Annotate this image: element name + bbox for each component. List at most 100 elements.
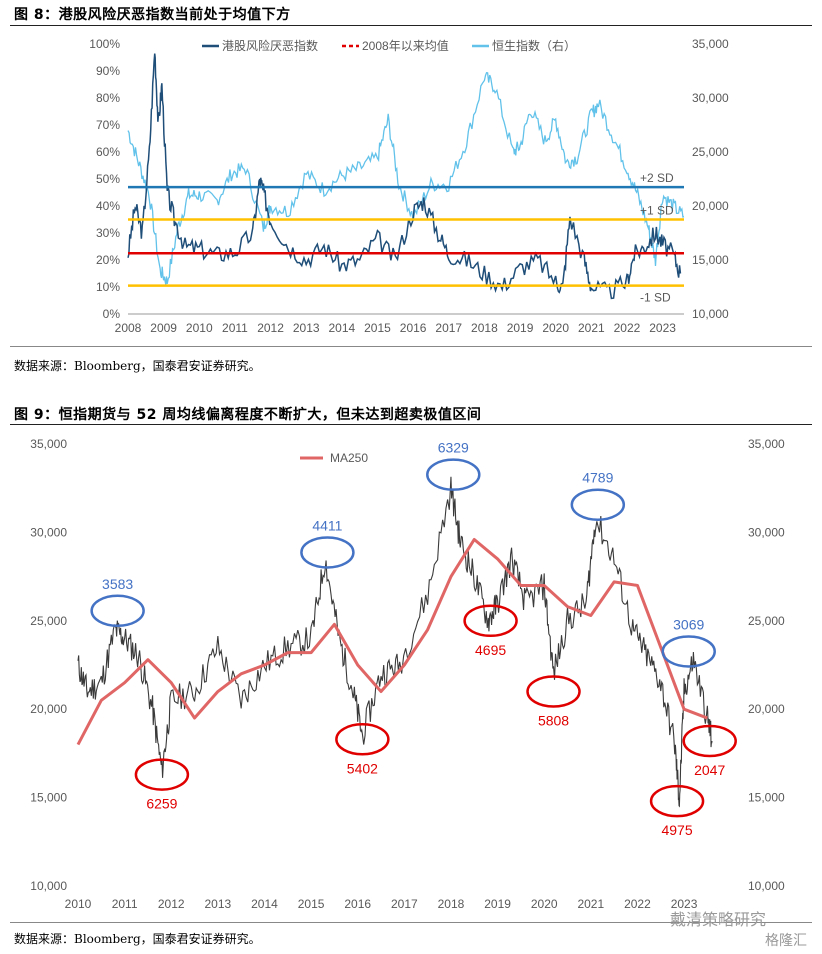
divider	[10, 25, 812, 26]
trough-circle	[526, 675, 581, 708]
divider	[10, 922, 812, 923]
risk-aversion-chart: 0% 10% 20% 30% 40% 50% 60% 70% 80% 90% 100% 10,000 1…	[89, 37, 729, 335]
annotation-label: 5808	[538, 713, 569, 729]
y-left-tick-label: 100%	[89, 37, 120, 51]
annotation-label: 3069	[673, 616, 704, 632]
y-right-tick-label: 35,000	[748, 437, 785, 451]
y-right-tick-label: 25,000	[692, 145, 729, 159]
x-tick-label: 2012	[158, 897, 185, 911]
y-right-tick-label: 15,000	[692, 253, 729, 267]
annotation-label: 4411	[312, 517, 342, 533]
y-left-tick-label: 35,000	[30, 437, 67, 451]
wechat-watermark: 戴清策略研究	[670, 910, 767, 929]
risk-aversion-series-line	[127, 53, 682, 300]
annotation-label: 6259	[146, 796, 177, 812]
x-tick-label: 2019	[507, 321, 534, 335]
annotation-label: 4975	[661, 822, 692, 838]
y-right-tick-label: 20,000	[748, 702, 785, 716]
x-tick-label: 2020	[542, 321, 569, 335]
logo-watermark: 格隆汇	[765, 933, 807, 949]
x-tick-label: 2018	[471, 321, 498, 335]
peak-circle	[300, 536, 355, 569]
peak-circle	[570, 488, 626, 521]
x-tick-label: 2017	[435, 321, 462, 335]
x-tick-label: 2010	[65, 897, 92, 911]
trough-circle	[335, 723, 390, 756]
y-left-tick-label: 20,000	[30, 702, 67, 716]
x-tick-label: 2023	[671, 897, 698, 911]
x-tick-label: 2022	[614, 321, 641, 335]
x-tick-label: 2012	[257, 321, 284, 335]
hsi-futures-chart: 10,000 10,000 15,000 15,000 20,000 20,000 25,0…	[30, 437, 785, 911]
x-tick-label: 2019	[484, 897, 511, 911]
x-tick-label: 2013	[205, 897, 232, 911]
x-tick-label: 2022	[624, 897, 651, 911]
x-tick-label: 2016	[400, 321, 427, 335]
x-tick-label: 2010	[186, 321, 213, 335]
legend-label: MA250	[330, 451, 368, 465]
x-tick-label: 2021	[578, 321, 605, 335]
y-right-tick-label: 15,000	[748, 791, 785, 805]
y-right-tick-label: 30,000	[748, 525, 785, 539]
y-left-tick-label: 0%	[103, 307, 121, 321]
peak-circle	[426, 458, 481, 491]
x-tick-label: 2014	[328, 321, 355, 335]
y-right-tick-label: 20,000	[692, 199, 729, 213]
annotation-label: 4789	[582, 470, 613, 486]
peak-circle	[90, 594, 145, 628]
y-left-tick-label: 40%	[96, 199, 120, 213]
x-tick-label: 2009	[150, 321, 177, 335]
x-tick-label: 2015	[298, 897, 325, 911]
y-left-tick-label: 80%	[96, 91, 120, 105]
y-left-tick-label: 25,000	[30, 614, 67, 628]
y-right-tick-label: 10,000	[692, 307, 729, 321]
figure-8-title: 图 8：港股风险厌恶指数当前处于均值下方	[14, 7, 291, 23]
y-right-tick-label: 30,000	[692, 91, 729, 105]
divider	[10, 346, 812, 347]
x-tick-label: 2013	[293, 321, 320, 335]
x-tick-label: 2017	[391, 897, 418, 911]
figure-9-title: 图 9：恒指期货与 52 周均线偏离程度不断扩大，但未达到超卖极值区间	[14, 407, 482, 423]
legend-label: 港股风险厌恶指数	[222, 38, 318, 53]
y-right-tick-label: 25,000	[748, 614, 785, 628]
y-left-tick-label: 60%	[96, 145, 120, 159]
trough-circle	[649, 784, 705, 818]
x-tick-label: 2016	[344, 897, 371, 911]
trough-circle	[463, 604, 518, 638]
y-left-tick-label: 90%	[96, 64, 120, 78]
annotation-label: 4695	[475, 642, 506, 658]
x-tick-label: 2008	[115, 321, 142, 335]
annotation-label: 5402	[347, 760, 378, 776]
x-tick-label: 2011	[222, 321, 248, 335]
y-right-tick-label: 35,000	[692, 37, 729, 51]
x-tick-label: 2018	[438, 897, 465, 911]
y-left-tick-label: 10%	[96, 280, 120, 294]
reference-line-label: +1 SD	[640, 204, 674, 218]
y-left-tick-label: 10,000	[30, 879, 67, 893]
y-left-tick-label: 30,000	[30, 525, 67, 539]
figure-9-source: 数据来源：Bloomberg，国泰君安证券研究。	[14, 932, 261, 946]
y-left-tick-label: 20%	[96, 253, 120, 267]
peak-circle	[661, 635, 716, 668]
y-left-tick-label: 70%	[96, 118, 120, 132]
figure-8-source: 数据来源：Bloomberg，国泰君安证券研究。	[14, 359, 261, 373]
ma250-series-line	[76, 537, 708, 746]
annotation-label: 3583	[102, 576, 133, 592]
x-tick-label: 2011	[112, 897, 138, 911]
annotation-label: 6329	[438, 440, 469, 456]
reference-line-label: -1 SD	[640, 291, 671, 305]
divider	[10, 424, 812, 425]
x-tick-label: 2014	[251, 897, 278, 911]
y-left-tick-label: 30%	[96, 226, 120, 240]
trough-circle	[134, 758, 190, 791]
trough-circle	[682, 724, 737, 758]
hsi-futures-series-line	[77, 476, 713, 808]
reference-line-label: +2 SD	[640, 171, 674, 185]
x-tick-label: 2021	[577, 897, 604, 911]
legend-label: 恒生指数（右）	[492, 38, 576, 53]
y-left-tick-label: 15,000	[30, 791, 67, 805]
y-left-tick-label: 50%	[96, 172, 120, 186]
x-tick-label: 2023	[649, 321, 676, 335]
hsi-series-line	[127, 71, 685, 285]
x-tick-label: 2015	[364, 321, 391, 335]
